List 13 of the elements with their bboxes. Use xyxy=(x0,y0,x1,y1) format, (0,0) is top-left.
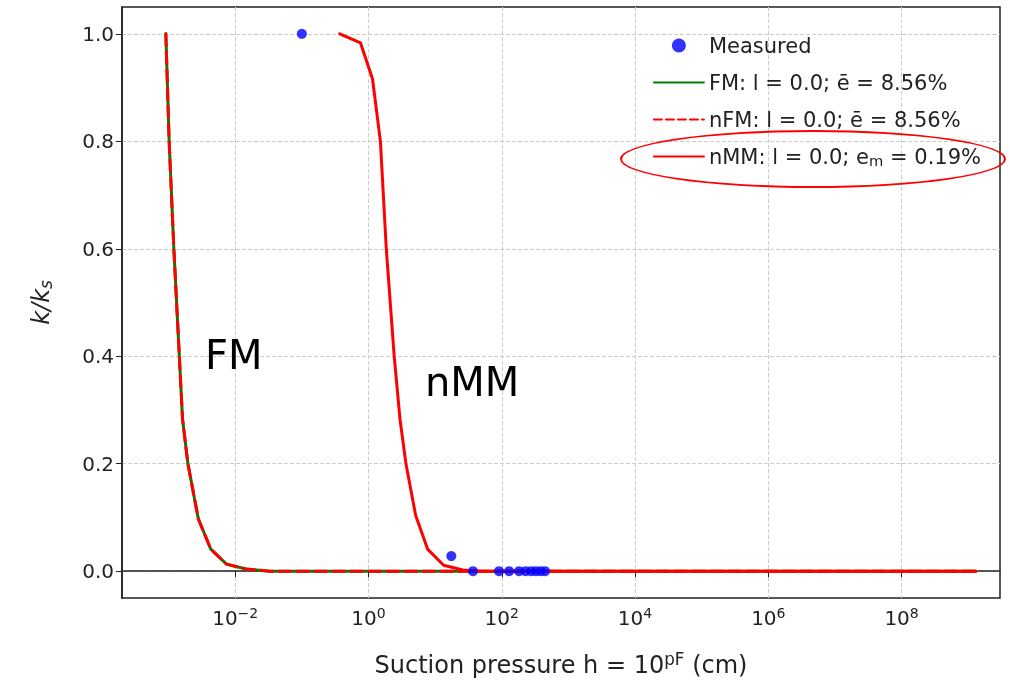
y-tick-label: 0.2 xyxy=(82,451,114,476)
y-tick-label: 0.8 xyxy=(82,129,114,154)
annotation: nMM xyxy=(425,359,520,405)
y-axis-title: k/ks xyxy=(26,279,56,325)
legend-label: nFM: l = 0.0; ē = 8.56% xyxy=(708,107,961,132)
legend-label: FM: l = 0.0; ē = 8.56% xyxy=(708,70,948,95)
y-tick-label: 0.6 xyxy=(82,236,114,261)
legend-label: nMM: l = 0.0; em = 0.19% xyxy=(708,144,982,170)
y-tick-label: 0.4 xyxy=(82,344,114,369)
annotation: FM xyxy=(205,332,263,378)
y-tick-label: 0.0 xyxy=(82,559,114,584)
y-tick-label: 1.0 xyxy=(82,21,114,46)
legend-label: Measured xyxy=(708,33,812,58)
